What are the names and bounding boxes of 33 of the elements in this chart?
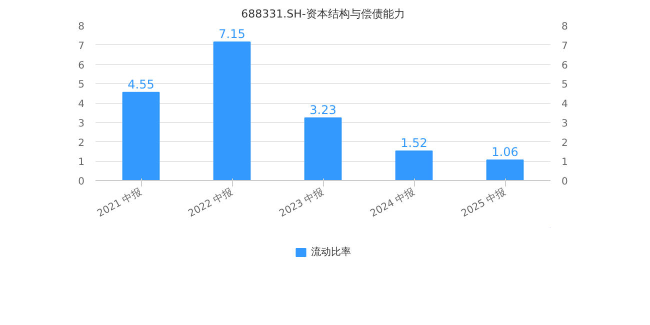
y2-tick-label: 5 <box>562 80 568 91</box>
y2-tick-label: 8 <box>562 22 568 32</box>
y2-tick-label: 0 <box>562 176 568 188</box>
chart-title: 688331.SH-资本结构与偿债能力 <box>241 8 405 20</box>
y-tick-label: 0 <box>78 176 85 188</box>
bar <box>395 150 433 180</box>
y-tick-label: 7 <box>78 40 85 52</box>
data-label: 4.55 <box>128 77 154 92</box>
y-tick-label: 4 <box>78 99 85 110</box>
y2-tick-label: 1 <box>562 157 568 168</box>
bar <box>486 159 524 180</box>
data-label: 7.15 <box>218 26 246 41</box>
y2-tick-label: 7 <box>562 40 568 52</box>
bar <box>213 41 251 180</box>
x-tick-label: 2022 中报 <box>186 186 235 220</box>
y2-tick-label: 4 <box>562 99 568 110</box>
y-tick-label: 8 <box>78 22 85 32</box>
y2-tick-label: 2 <box>562 138 568 149</box>
data-label: 1.06 <box>492 144 518 159</box>
data-label: 3.23 <box>310 102 336 117</box>
y-tick-label: 5 <box>78 80 85 91</box>
y2-tick-label: 6 <box>562 60 568 72</box>
bar <box>122 92 160 180</box>
x-tick-label: 2021 中报 <box>95 186 144 220</box>
y-tick-label: 2 <box>78 138 85 149</box>
x-tick-label: 2023 中报 <box>277 186 326 220</box>
data-label: 1.52 <box>400 136 428 150</box>
y-tick-label: 6 <box>78 60 85 72</box>
bar <box>304 117 342 180</box>
legend-label: 流动比率 <box>311 246 351 259</box>
y-tick-label: 3 <box>78 118 85 130</box>
y2-tick-label: 3 <box>562 118 568 130</box>
y-tick-label: 1 <box>78 157 85 168</box>
